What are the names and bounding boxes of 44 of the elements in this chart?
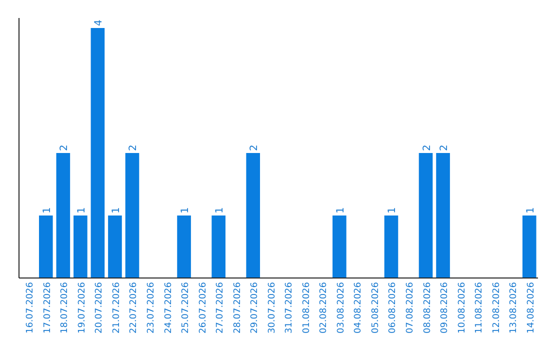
x-tick-label: 22.07.2026 bbox=[129, 282, 140, 334]
data-label: 1 bbox=[110, 207, 122, 214]
data-label: 2 bbox=[128, 144, 140, 151]
x-tick-label: 26.07.2026 bbox=[198, 282, 208, 334]
x-tick-label: 31.07.2026 bbox=[284, 282, 295, 334]
x-tick-label: 24.07.2026 bbox=[164, 282, 174, 334]
x-tick-label: 27.07.2026 bbox=[216, 282, 226, 334]
data-label: 2 bbox=[422, 144, 433, 151]
x-tick-label: 29.07.2026 bbox=[250, 282, 260, 334]
x-tick-label: 28.07.2026 bbox=[232, 282, 243, 334]
data-label: 2 bbox=[439, 144, 450, 151]
x-tick-label: 04.08.2026 bbox=[354, 282, 364, 334]
data-label: 1 bbox=[387, 207, 398, 214]
x-tick-label: 07.08.2026 bbox=[406, 282, 416, 334]
data-label: 1 bbox=[76, 207, 88, 214]
x-tick-label: 02.08.2026 bbox=[319, 282, 330, 334]
x-tick-label: 21.07.2026 bbox=[112, 282, 122, 334]
data-label: 2 bbox=[249, 144, 260, 151]
x-tick-label: 23.07.2026 bbox=[146, 282, 156, 334]
x-tick-label: 20.07.2026 bbox=[94, 282, 105, 334]
x-tick-label: 17.07.2026 bbox=[42, 282, 53, 334]
x-tick-label: 13.08.2026 bbox=[509, 282, 520, 334]
data-label: 1 bbox=[214, 207, 226, 214]
data-label: 1 bbox=[335, 207, 346, 214]
data-label: 1 bbox=[525, 207, 536, 214]
x-tick-label: 30.07.2026 bbox=[267, 282, 278, 334]
x-tick-label: 10.08.2026 bbox=[457, 282, 468, 334]
x-tick-label: 09.08.2026 bbox=[440, 282, 450, 334]
x-tick-label: 18.07.2026 bbox=[60, 282, 70, 334]
x-tick-label: 05.08.2026 bbox=[370, 282, 381, 334]
x-tick-label: 25.07.2026 bbox=[181, 282, 192, 334]
x-tick-label: 08.08.2026 bbox=[422, 282, 433, 334]
x-tick-label: 11.08.2026 bbox=[474, 282, 485, 334]
x-tick-label: 19.07.2026 bbox=[77, 282, 88, 334]
x-tick-label: 14.08.2026 bbox=[526, 282, 536, 334]
data-label: 1 bbox=[42, 207, 53, 214]
data-label: 2 bbox=[59, 144, 70, 151]
x-tick-label: 01.08.2026 bbox=[302, 282, 312, 334]
data-label: 4 bbox=[94, 20, 105, 26]
x-tick-label: 12.08.2026 bbox=[492, 282, 502, 334]
x-tick-label: 16.07.2026 bbox=[26, 282, 36, 334]
x-tick-label: 06.08.2026 bbox=[388, 282, 398, 334]
x-tick-label: 03.08.2026 bbox=[336, 282, 346, 334]
data-label: 1 bbox=[180, 207, 192, 214]
